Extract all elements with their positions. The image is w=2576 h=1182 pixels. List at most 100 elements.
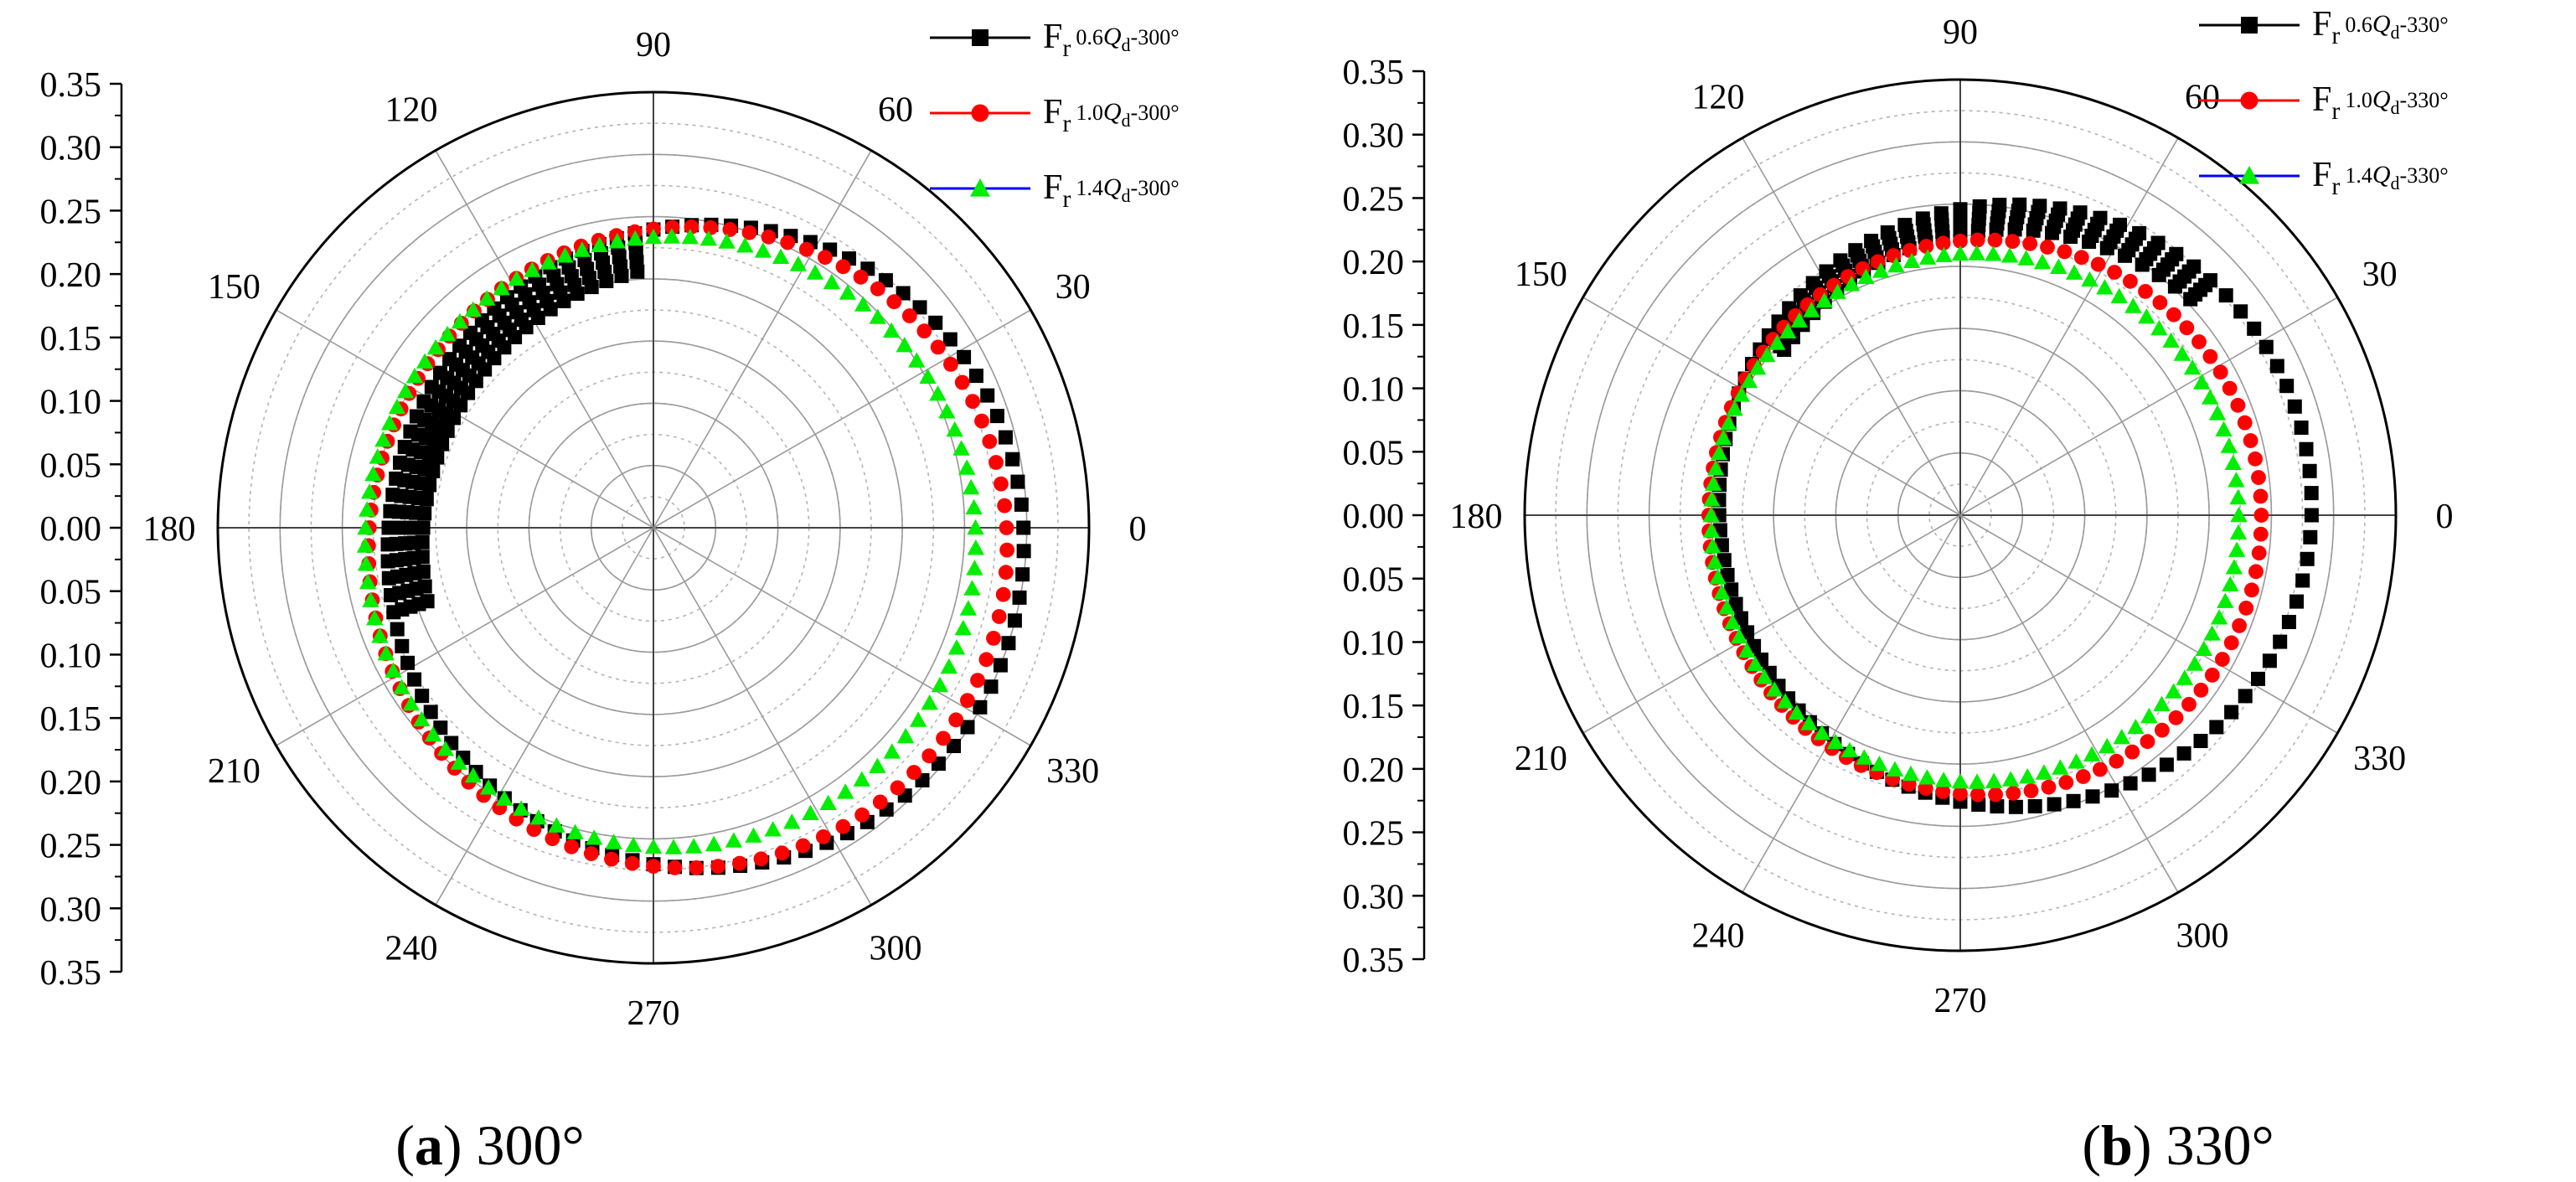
data-point [1724,613,1742,630]
data-point [710,859,725,874]
data-point [2002,771,2020,787]
caption-a: (a) 300° [395,1113,585,1177]
data-point [2215,652,2230,667]
data-point [423,705,438,720]
data-point [396,383,415,399]
data-point [942,332,958,347]
data-point [381,415,399,431]
data-point [718,233,736,249]
data-point [440,423,455,438]
data-point [989,409,1004,424]
angle-label: 180 [1450,498,1503,536]
data-point [2186,655,2204,671]
data-point [591,236,608,252]
data-point [2124,297,2142,313]
data-point [1012,590,1027,605]
data-point [1934,772,1953,787]
data-point [1710,444,1728,461]
legend-marker [972,29,989,46]
data-point [837,783,854,799]
data-point [436,741,454,756]
radial-axis: 0.35 0.30 0.25 0.20 0.15 0.10 0.05 0.00 0.05 0.10… [1343,54,1426,980]
data-point [369,448,386,464]
data-point [963,580,981,596]
data-point [774,845,790,861]
grid-spoke [653,527,872,906]
data-point [2251,470,2266,485]
legend-marker [2241,17,2258,34]
data-point [2050,258,2068,274]
data-point [2253,526,2269,542]
data-point [1902,765,1920,782]
data-point [1705,475,1722,491]
angle-label: 330 [1046,752,1099,791]
data-point [2066,793,2081,808]
data-point [725,832,743,848]
angle-label: 240 [385,930,438,968]
data-point [2232,618,2248,633]
angle-label: 30 [2362,255,2398,294]
data-point [835,818,851,834]
data-point [1987,232,2003,248]
data-point [908,352,926,368]
data-point [2222,576,2239,591]
data-point [1704,538,1722,554]
data-point [995,586,1011,602]
data-point [646,859,661,874]
data-point [2098,737,2116,754]
data-point [2176,669,2193,685]
radial-tick-label: 0.30 [40,890,102,929]
data-point [2230,397,2246,413]
radial-tick-label: 0.05 [1343,561,1405,600]
data-point [2237,415,2253,431]
data-point [2279,379,2295,394]
data-point [684,838,703,854]
data-point [2135,257,2150,272]
data-point [417,506,432,521]
data-point [1886,761,1904,777]
data-point [998,565,1014,581]
data-point [664,839,683,854]
data-point [663,228,681,244]
data-point [930,339,946,355]
data-point [2224,705,2239,720]
legend-marker [971,104,989,122]
radial-tick-label: 0.05 [1343,434,1405,472]
data-point [684,219,699,235]
data-point [2302,463,2317,478]
data-point [2247,321,2262,336]
angle-label: 0 [2436,498,2454,536]
legend-label: Fr 0.6Qd-300° [1043,18,1180,62]
data-point [417,579,432,594]
data-point [954,619,972,636]
data-point [2110,287,2128,303]
data-point [823,273,841,290]
legend-marker [2239,166,2259,184]
data-point [2273,634,2288,649]
data-point [664,219,680,235]
grid-spoke [1959,137,2179,516]
data-point [780,235,796,250]
data-point [998,430,1013,445]
data-point [1829,283,1846,299]
data-point [991,609,1007,624]
radial-tick-label: 0.10 [1343,624,1405,663]
data-point [2229,524,2248,539]
data-point [1014,497,1029,512]
data-point [1768,334,1786,350]
data-point [624,855,640,871]
data-point [968,369,983,384]
angle-label: 90 [1943,13,1978,52]
data-point [966,560,983,576]
grid-spoke [1582,514,1961,734]
legend-label: Fr 1.0Qd-330° [2312,80,2449,125]
data-point [853,269,869,285]
radial-tick-label: 0.30 [1343,878,1405,916]
data-point [1706,553,1724,570]
data-point [453,398,468,413]
data-point [689,860,705,875]
data-point [402,695,420,711]
radial-tick-label: 0.15 [40,700,102,739]
data-point [1919,249,1937,265]
